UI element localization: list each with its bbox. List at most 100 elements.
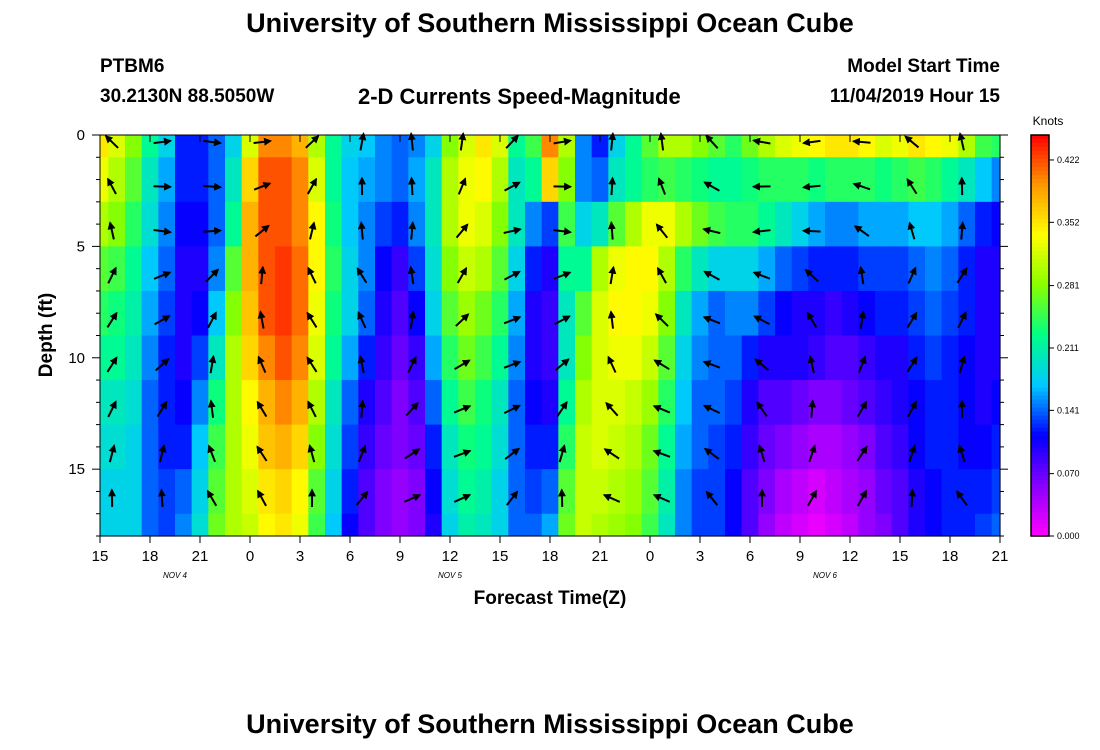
colorbar-tick-label: 0.281 [1057, 281, 1080, 291]
heatmap-cell [991, 201, 1001, 247]
heatmap-cell [158, 157, 176, 203]
colorbar-swatch [1031, 391, 1049, 397]
heatmap-cell [441, 290, 459, 337]
heatmap-cell [525, 335, 543, 381]
heatmap-cell [191, 246, 209, 292]
current-arrow [157, 488, 166, 507]
heatmap-cell [541, 290, 559, 337]
heatmap-cell [458, 290, 476, 337]
heatmap-cell [825, 157, 843, 203]
current-arrow [553, 137, 572, 146]
heatmap-cell [541, 201, 559, 247]
heatmap-cell [441, 335, 459, 381]
heatmap-cell [975, 135, 993, 158]
heatmap-cell [841, 513, 859, 537]
heatmap-cell [175, 201, 193, 247]
heatmap-cell [191, 513, 209, 537]
heatmap-cell [491, 246, 509, 292]
heatmap-cell [925, 469, 943, 515]
heatmap-cell [958, 424, 976, 470]
current-arrow [357, 311, 367, 329]
current-arrow [558, 444, 567, 463]
current-arrow [957, 311, 967, 329]
heatmap-cell [541, 246, 559, 292]
heatmap-cell [375, 380, 393, 426]
current-arrow [607, 310, 616, 329]
heatmap-cell [225, 246, 243, 292]
current-arrow [357, 354, 366, 374]
heatmap-cell [358, 290, 376, 337]
colorbar-units-label: Knots [1033, 114, 1064, 128]
current-arrow [504, 270, 521, 281]
heatmap-cell [125, 157, 143, 203]
heatmap-cell [258, 135, 276, 158]
heatmap-cell [575, 335, 593, 381]
heatmap-cell [208, 157, 226, 203]
y-axis-label: Depth (ft) [36, 293, 57, 377]
heatmap-cell [591, 335, 609, 381]
colorbar-swatch [1031, 395, 1049, 401]
colorbar-swatch [1031, 403, 1049, 409]
colorbar-swatch [1031, 387, 1049, 393]
heatmap-cell [158, 335, 176, 381]
heatmap-cell [425, 246, 443, 292]
heatmap-cell [558, 290, 576, 337]
heatmap-cell [425, 157, 443, 203]
heatmap-cell [925, 135, 943, 158]
colorbar-swatch [1031, 339, 1049, 345]
current-arrow [705, 490, 719, 506]
colorbar-swatch [1031, 335, 1049, 341]
heatmap-cell [391, 513, 409, 537]
colorbar-swatch [1031, 407, 1049, 413]
heatmap-cell [358, 513, 376, 537]
x-tick-label: 15 [492, 548, 509, 565]
heatmap-cell [525, 290, 543, 337]
heatmap-cell [825, 246, 843, 292]
current-arrow [457, 177, 467, 195]
chart-subtitle: 2-D Currents Speed-Magnitude [358, 84, 681, 109]
heatmap-cell [491, 424, 509, 470]
heatmap-cell [441, 135, 459, 158]
heatmap-cell [141, 290, 159, 337]
colorbar-tick-label: 0.211 [1057, 343, 1079, 353]
heatmap-cell [291, 135, 309, 158]
heatmap-cell [758, 246, 776, 292]
heatmap-cell [125, 380, 143, 426]
heatmap-cell [875, 290, 893, 337]
heatmap-cell [125, 290, 143, 337]
heatmap-cell [641, 469, 659, 515]
heatmap-cell [508, 201, 526, 247]
heatmap-cell [525, 380, 543, 426]
heatmap-cell [675, 157, 693, 203]
current-arrow [752, 137, 771, 146]
heatmap-cell [175, 469, 193, 515]
current-arrow [807, 354, 816, 374]
current-arrow [253, 137, 273, 146]
heatmap-cell [391, 335, 409, 381]
current-arrow [904, 135, 920, 149]
heatmap-cell [441, 469, 459, 515]
heatmap-cell [341, 290, 359, 337]
heatmap-cell [391, 135, 409, 158]
current-arrow [702, 404, 721, 414]
heatmap-cell [708, 290, 726, 337]
current-arrow [958, 221, 967, 240]
heatmap-cell [641, 135, 659, 158]
heatmap-cell [175, 380, 193, 426]
heatmap-cell [208, 469, 226, 515]
heatmap-cell [841, 424, 859, 470]
current-arrow [752, 271, 771, 280]
colorbar-swatch [1031, 219, 1049, 224]
current-arrow [801, 138, 821, 147]
current-arrow [405, 401, 419, 417]
x-tick-label: 21 [192, 548, 209, 565]
colorbar-swatch [1031, 315, 1049, 321]
heatmap-cell [758, 157, 776, 203]
heatmap-cell [791, 424, 809, 470]
heatmap-cell [775, 157, 793, 203]
heatmap-cell [808, 201, 826, 247]
current-arrow [608, 176, 617, 196]
colorbar-swatch [1031, 515, 1049, 521]
current-arrow [504, 447, 521, 460]
heatmap-cell [408, 290, 426, 337]
